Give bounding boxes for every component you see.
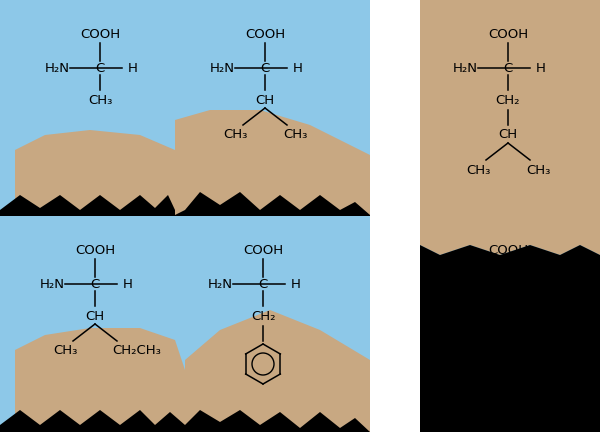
Polygon shape <box>0 0 370 432</box>
Text: C: C <box>91 277 100 290</box>
Text: H: H <box>123 277 133 290</box>
Text: H₂N: H₂N <box>40 277 65 290</box>
Polygon shape <box>420 418 600 432</box>
Text: C: C <box>95 61 104 74</box>
Polygon shape <box>0 192 370 216</box>
Polygon shape <box>185 310 370 432</box>
Text: CH: CH <box>499 128 518 142</box>
Polygon shape <box>370 0 420 432</box>
Text: H: H <box>536 277 546 290</box>
Text: COOH: COOH <box>488 29 528 41</box>
Polygon shape <box>0 410 370 432</box>
Text: C: C <box>260 61 269 74</box>
Text: H: H <box>128 61 138 74</box>
Text: CH₂: CH₂ <box>251 311 275 324</box>
Text: COOH: COOH <box>243 245 283 257</box>
Text: CH₃: CH₃ <box>53 344 77 358</box>
Text: H₂N: H₂N <box>452 277 478 290</box>
Text: CH₂: CH₂ <box>520 305 544 318</box>
Polygon shape <box>420 368 600 432</box>
Text: H: H <box>293 61 303 74</box>
Polygon shape <box>175 110 370 215</box>
Text: H: H <box>291 277 301 290</box>
Text: H₂N: H₂N <box>209 61 235 74</box>
Text: C: C <box>259 277 268 290</box>
Text: CH₃: CH₃ <box>526 163 550 177</box>
Text: COOH: COOH <box>245 29 285 41</box>
Polygon shape <box>15 328 185 432</box>
Text: C: C <box>503 277 512 290</box>
Text: COOH: COOH <box>80 29 120 41</box>
Polygon shape <box>420 0 600 255</box>
Polygon shape <box>15 130 175 215</box>
Text: H₂N: H₂N <box>44 61 70 74</box>
Polygon shape <box>420 245 600 432</box>
Text: H₂N: H₂N <box>208 277 233 290</box>
Text: CH₃: CH₃ <box>466 163 490 177</box>
Text: H: H <box>536 61 546 74</box>
Text: CH₂–CH₂: CH₂–CH₂ <box>504 340 560 353</box>
Text: CH: CH <box>256 95 275 108</box>
Text: C: C <box>503 61 512 74</box>
Text: COOH: COOH <box>488 245 528 257</box>
Polygon shape <box>420 0 600 432</box>
Text: CH₂: CH₂ <box>496 95 520 108</box>
Text: CH₂CH₃: CH₂CH₃ <box>113 344 161 358</box>
Text: CH₃: CH₃ <box>223 128 247 142</box>
Text: CH₃: CH₃ <box>283 128 307 142</box>
Text: CH: CH <box>85 311 104 324</box>
Text: CH₃: CH₃ <box>88 95 112 108</box>
Text: COOH: COOH <box>75 245 115 257</box>
Text: H₂N: H₂N <box>452 61 478 74</box>
